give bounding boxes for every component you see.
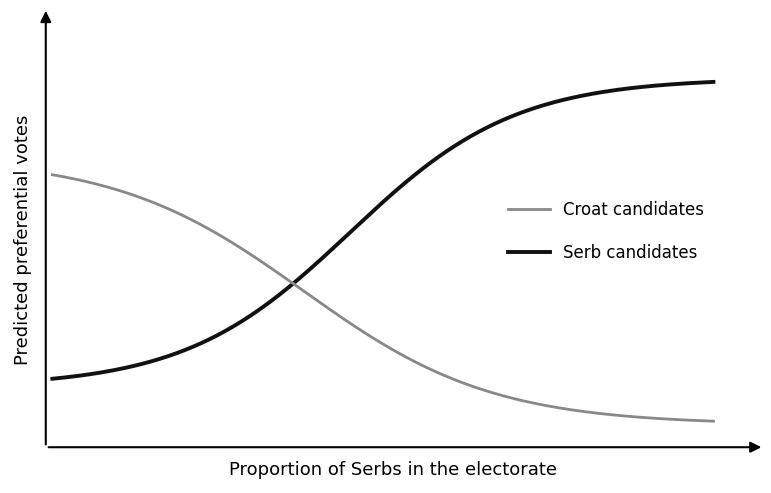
Legend: Croat candidates, Serb candidates: Croat candidates, Serb candidates	[501, 195, 711, 269]
Serb candidates	[693, 80, 702, 86]
Serb candidates	[362, 214, 371, 220]
Y-axis label: Predicted preferential votes: Predicted preferential votes	[14, 115, 32, 365]
Croat candidates	[709, 418, 718, 424]
Serb candidates	[590, 91, 599, 97]
Serb candidates	[48, 376, 57, 382]
Line: Croat candidates: Croat candidates	[52, 175, 713, 421]
Serb candidates	[441, 149, 450, 155]
Croat candidates	[693, 418, 702, 423]
Croat candidates	[48, 172, 57, 177]
X-axis label: Proportion of Serbs in the electorate: Proportion of Serbs in the electorate	[229, 461, 557, 479]
Serb candidates	[709, 79, 718, 85]
Serb candidates	[406, 176, 415, 181]
Serb candidates	[365, 211, 375, 216]
Croat candidates	[365, 333, 375, 339]
Line: Serb candidates: Serb candidates	[52, 82, 713, 379]
Croat candidates	[362, 331, 371, 337]
Croat candidates	[406, 356, 415, 362]
Croat candidates	[590, 410, 599, 416]
Croat candidates	[441, 373, 450, 379]
